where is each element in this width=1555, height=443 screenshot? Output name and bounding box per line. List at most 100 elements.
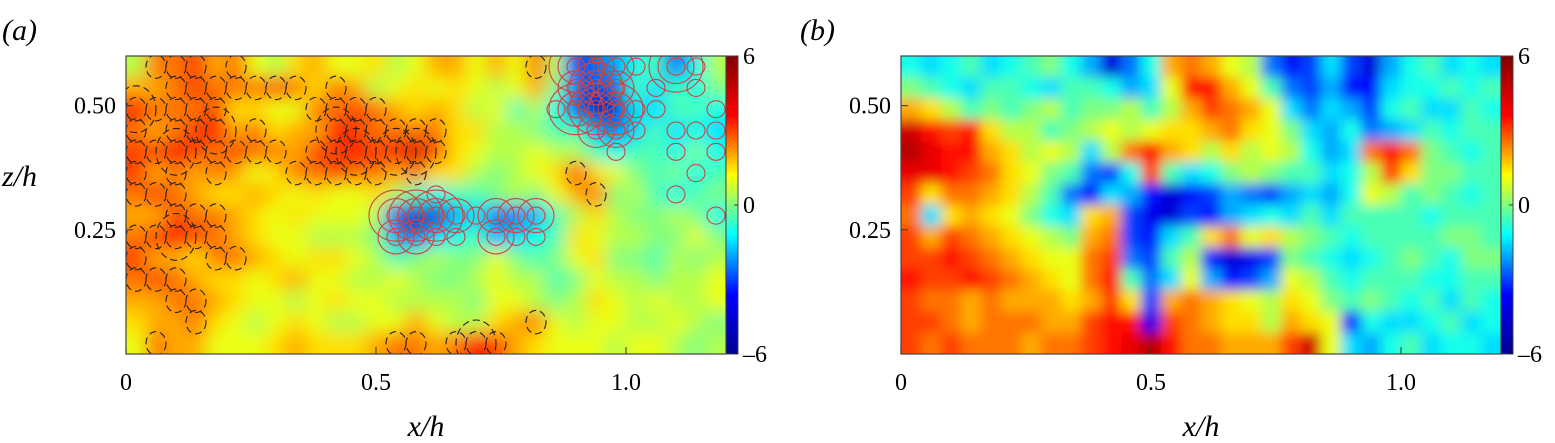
- contour-positive: [626, 57, 646, 76]
- field-cell: [1241, 268, 1262, 291]
- field-cell: [1001, 77, 1022, 100]
- field-cell: [646, 98, 667, 121]
- field-cell: [286, 268, 307, 291]
- field-cell: [1221, 247, 1242, 270]
- field-cell: [1421, 268, 1442, 291]
- field-cell: [366, 226, 387, 249]
- field-cell: [1141, 268, 1162, 291]
- field-cell: [901, 56, 922, 78]
- contour-positive: [648, 56, 704, 93]
- contour-negative: [265, 139, 287, 165]
- contour-positive: [517, 198, 555, 234]
- field-cell: [286, 56, 307, 78]
- field-cell: [606, 205, 627, 227]
- field-cell: [1021, 77, 1042, 100]
- field-cell: [246, 119, 267, 142]
- contour-negative: [126, 160, 147, 186]
- field-cell: [961, 56, 982, 78]
- y-axis-label-a: z/h: [1, 160, 37, 193]
- colorbar-tick-label: 0: [1518, 193, 1530, 219]
- field-cell: [1481, 332, 1501, 354]
- contour-negative: [245, 118, 267, 143]
- field-cell: [1381, 141, 1402, 164]
- field-cell: [226, 268, 247, 291]
- field-cell: [961, 141, 982, 164]
- field-cell: [546, 119, 567, 142]
- field-cell: [1341, 183, 1362, 206]
- contour-positive: [606, 142, 626, 161]
- field-cell: [1321, 332, 1342, 354]
- field-cell: [306, 77, 327, 100]
- field-cell: [386, 247, 407, 270]
- field-cell: [326, 311, 347, 334]
- field-cell: [1321, 56, 1342, 78]
- field-cell: [961, 290, 982, 313]
- field-cell: [1441, 77, 1462, 100]
- field-cell: [326, 183, 347, 206]
- field-cell: [1061, 98, 1082, 121]
- field-cell: [266, 247, 287, 270]
- field-cell: [246, 141, 267, 164]
- contour-positive: [477, 219, 515, 255]
- field-cell: [1301, 119, 1322, 142]
- field-cell: [646, 247, 667, 270]
- field-cell: [686, 119, 707, 142]
- field-cell: [706, 247, 726, 270]
- field-cell: [1361, 268, 1382, 291]
- field-cell: [586, 205, 607, 227]
- field-cell: [1101, 162, 1122, 185]
- contour-positive: [526, 227, 546, 246]
- field-cell: [166, 205, 187, 227]
- field-cell: [1141, 247, 1162, 270]
- field-cell: [1081, 268, 1102, 291]
- field-cell: [486, 247, 507, 270]
- field-cell: [1461, 247, 1482, 270]
- field-cell: [346, 332, 367, 354]
- field-cell: [486, 141, 507, 164]
- field-cell: [1141, 119, 1162, 142]
- field-cell: [1461, 119, 1482, 142]
- field-cell: [1481, 77, 1501, 100]
- field-cell: [466, 77, 487, 100]
- field-cell: [646, 268, 667, 291]
- field-cell: [406, 77, 427, 100]
- field-cell: [1061, 311, 1082, 334]
- field-cell: [1121, 183, 1142, 206]
- field-cell: [626, 226, 647, 249]
- field-cell: [1041, 162, 1062, 185]
- field-cell: [981, 56, 1002, 78]
- contour-positive: [646, 100, 666, 119]
- field-cell: [126, 332, 147, 354]
- field-cell: [466, 332, 487, 354]
- contour-positive: [388, 189, 444, 242]
- field-cell: [1241, 141, 1262, 164]
- contour-negative: [325, 75, 347, 101]
- field-cell: [921, 141, 942, 164]
- field-cell: [1441, 332, 1462, 354]
- field-cell: [246, 332, 267, 354]
- field-cell: [446, 162, 467, 185]
- field-cell: [246, 226, 267, 249]
- field-cell: [506, 205, 527, 227]
- field-cell: [226, 183, 247, 206]
- field-cell: [1161, 162, 1182, 185]
- field-cell: [1381, 119, 1402, 142]
- field-cell: [961, 183, 982, 206]
- field-cell: [1421, 98, 1442, 121]
- field-cell: [901, 247, 922, 270]
- contour-positive: [577, 70, 615, 106]
- field-cell: [1441, 205, 1462, 227]
- field-cell: [1381, 162, 1402, 185]
- colorbar-tick-label: 6: [743, 44, 755, 70]
- field-cell: [686, 332, 707, 354]
- contour-positive: [666, 121, 686, 140]
- field-cell: [1021, 268, 1042, 291]
- contour-positive: [397, 219, 435, 255]
- field-cell: [1401, 183, 1422, 206]
- field-cell: [1361, 311, 1382, 334]
- field-cell: [1141, 77, 1162, 100]
- field-cell: [406, 268, 427, 291]
- contour-negative: [455, 319, 497, 354]
- field-cell: [526, 290, 547, 313]
- field-cell: [1281, 77, 1302, 100]
